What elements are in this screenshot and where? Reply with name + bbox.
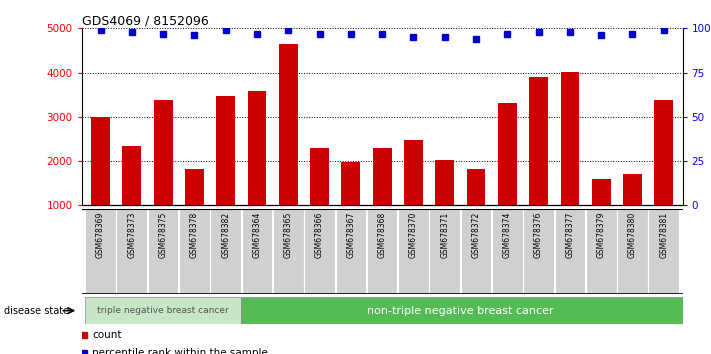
Bar xyxy=(216,97,235,205)
Text: GSM678372: GSM678372 xyxy=(471,211,481,258)
Text: GSM678366: GSM678366 xyxy=(315,211,324,258)
FancyBboxPatch shape xyxy=(429,209,460,294)
Bar xyxy=(560,72,579,205)
Text: GSM678365: GSM678365 xyxy=(284,211,293,258)
Text: GSM678371: GSM678371 xyxy=(440,211,449,258)
FancyBboxPatch shape xyxy=(398,209,429,294)
FancyBboxPatch shape xyxy=(85,297,241,324)
Text: non-triple negative breast cancer: non-triple negative breast cancer xyxy=(367,306,554,316)
Text: GSM678374: GSM678374 xyxy=(503,211,512,258)
FancyBboxPatch shape xyxy=(367,209,397,294)
FancyBboxPatch shape xyxy=(85,209,116,294)
Text: GSM678378: GSM678378 xyxy=(190,211,199,258)
Text: GSM678370: GSM678370 xyxy=(409,211,418,258)
Text: GSM678380: GSM678380 xyxy=(628,211,637,258)
Text: GSM678368: GSM678368 xyxy=(378,211,387,258)
FancyBboxPatch shape xyxy=(555,209,585,294)
Text: GSM678375: GSM678375 xyxy=(159,211,168,258)
FancyBboxPatch shape xyxy=(586,209,616,294)
Bar xyxy=(466,169,486,205)
Text: GSM678382: GSM678382 xyxy=(221,211,230,257)
Bar xyxy=(185,169,204,205)
Bar xyxy=(373,148,392,205)
FancyBboxPatch shape xyxy=(648,209,679,294)
Text: GSM678381: GSM678381 xyxy=(659,211,668,257)
FancyBboxPatch shape xyxy=(273,209,304,294)
FancyBboxPatch shape xyxy=(461,209,491,294)
FancyBboxPatch shape xyxy=(148,209,178,294)
FancyBboxPatch shape xyxy=(242,209,272,294)
Text: GSM678376: GSM678376 xyxy=(534,211,543,258)
FancyBboxPatch shape xyxy=(241,297,683,324)
FancyBboxPatch shape xyxy=(304,209,335,294)
Text: GSM678373: GSM678373 xyxy=(127,211,137,258)
FancyBboxPatch shape xyxy=(523,209,554,294)
Bar xyxy=(435,160,454,205)
Bar xyxy=(592,179,611,205)
Text: GSM678367: GSM678367 xyxy=(346,211,356,258)
Bar xyxy=(154,100,173,205)
Bar xyxy=(498,103,517,205)
Text: triple negative breast cancer: triple negative breast cancer xyxy=(97,306,229,315)
Bar xyxy=(310,148,329,205)
Text: percentile rank within the sample: percentile rank within the sample xyxy=(92,348,268,354)
Text: GSM678369: GSM678369 xyxy=(96,211,105,258)
Text: GSM678377: GSM678377 xyxy=(565,211,574,258)
Text: disease state: disease state xyxy=(4,306,69,316)
Text: GSM678379: GSM678379 xyxy=(597,211,606,258)
FancyBboxPatch shape xyxy=(617,209,648,294)
Text: GSM678364: GSM678364 xyxy=(252,211,262,258)
FancyBboxPatch shape xyxy=(117,209,147,294)
Bar xyxy=(279,44,298,205)
FancyBboxPatch shape xyxy=(336,209,366,294)
Text: GDS4069 / 8152096: GDS4069 / 8152096 xyxy=(82,14,208,27)
Text: count: count xyxy=(92,330,122,341)
Bar xyxy=(529,77,548,205)
Bar xyxy=(654,100,673,205)
FancyBboxPatch shape xyxy=(179,209,210,294)
FancyBboxPatch shape xyxy=(210,209,241,294)
Bar xyxy=(341,162,360,205)
Bar xyxy=(623,175,642,205)
FancyBboxPatch shape xyxy=(492,209,523,294)
Bar xyxy=(247,91,267,205)
Bar xyxy=(91,117,110,205)
Bar xyxy=(122,147,141,205)
Bar xyxy=(404,140,423,205)
